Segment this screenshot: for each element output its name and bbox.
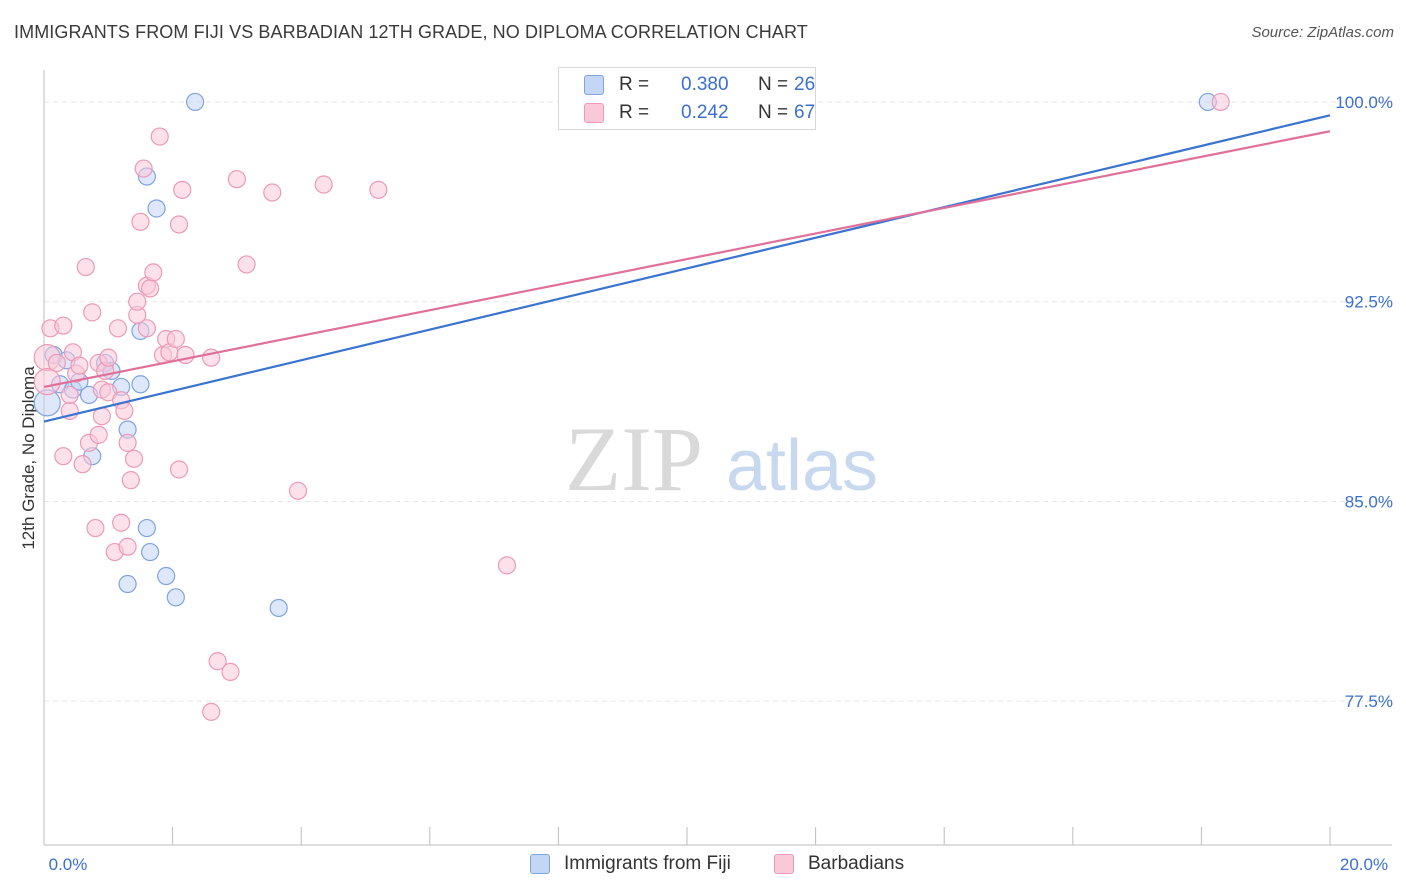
barbadian-point [118,537,137,556]
barbadian-point [369,180,388,199]
fiji-trend-line [43,114,1331,423]
barbadian-point [237,255,256,274]
legend-swatch-barbadians [774,854,794,874]
legend-label-barbadians: Barbadians [808,853,905,874]
fiji-point [131,375,150,394]
barbadian-point [121,471,140,490]
barbadian-point [76,257,95,277]
legend-swatch-fiji [530,854,550,874]
chart-title: IMMIGRANTS FROM FIJI VS BARBADIAN 12TH G… [14,22,808,42]
legend-r-label: R = [619,74,650,95]
barbadian-point [54,316,73,335]
barbadian-point [166,329,185,349]
legend-n-value-barbadians: 67 [794,102,816,123]
legend-item-barbadians: Barbadians [774,851,904,877]
source-label: Source: ZipAtlas.com [1251,24,1394,41]
legend-r-value-fiji: 0.380 [681,74,729,95]
barbadian-point [60,385,79,405]
fiji-point [137,518,156,538]
barbadian-point [99,348,118,367]
barbadian-point [70,356,89,375]
y-tick-label: 77.5% [1345,692,1393,711]
barbadian-point [131,212,150,231]
barbadian-point [150,127,169,146]
barbadian-point [99,383,118,402]
y-tick-label: 100.0% [1335,93,1393,112]
watermark-zip: ZIP [565,408,703,510]
barbadian-point [263,183,282,202]
tick-labels: 100.0% 92.5% 85.0% 77.5% 0.0% 20.0% [49,93,1393,874]
barbadian-trend-line [43,130,1331,389]
correlation-legend: R = 0.380 N = 26 R = 0.242 N = 67 [558,67,816,130]
y-tick-label: 85.0% [1345,492,1393,511]
legend-swatch-fiji [584,75,604,95]
watermark-atlas: atlas [726,426,878,506]
barbadian-point [227,170,246,189]
barbadian-point [112,513,131,532]
barbadian-point [108,319,128,338]
x-tick-label: 20.0% [1340,855,1388,874]
barbadian-point [118,433,137,452]
legend-n-value-fiji: 26 [794,74,816,95]
watermark: ZIP atlas [565,408,878,510]
barbadian-point [169,215,189,234]
fiji-point [147,199,166,218]
legend-item-fiji: Immigrants from Fiji [530,851,731,877]
fiji-point [118,574,137,594]
fiji-point [269,598,288,618]
legend-n-label: N = [758,102,789,123]
barbadian-point [208,652,227,671]
x-tick-label: 0.0% [49,855,88,874]
fiji-point [166,588,185,607]
legend-r-value-barbadians: 0.242 [681,102,729,123]
barbadian-point [169,460,189,479]
fiji-point [186,92,205,112]
barbadian-point [314,175,333,194]
legend-n-label: N = [758,74,789,95]
barbadian-point [137,319,156,338]
barbadian-point [221,662,240,681]
barbadian-point [86,518,105,538]
y-tick-label: 92.5% [1345,293,1393,312]
barbadian-point [33,367,61,396]
legend-swatch-barbadians [584,103,604,123]
barbadian-point [83,303,102,322]
barbadian-point [128,292,147,311]
barbadian-point [288,481,308,500]
barbadian-point [47,353,66,373]
barbadian-point [1211,92,1230,112]
barbadian-point [173,180,192,199]
barbadian-point [134,159,153,178]
barbadian-point [73,455,92,474]
barbadian-point [202,702,221,721]
legend-r-label: R = [619,102,650,123]
fiji-point [157,566,176,586]
legend-label-fiji: Immigrants from Fiji [564,853,731,874]
barbadian-point [89,425,108,444]
barbadian-point [497,556,517,575]
trend-lines [43,114,1331,423]
data-points [33,92,1230,721]
gridlines [44,101,1392,702]
barbadian-point [54,447,73,466]
barbadian-point [144,263,163,282]
fiji-point [140,542,160,562]
barbadian-point [140,279,160,298]
barbadian-point [124,449,144,468]
axes [43,70,1392,846]
